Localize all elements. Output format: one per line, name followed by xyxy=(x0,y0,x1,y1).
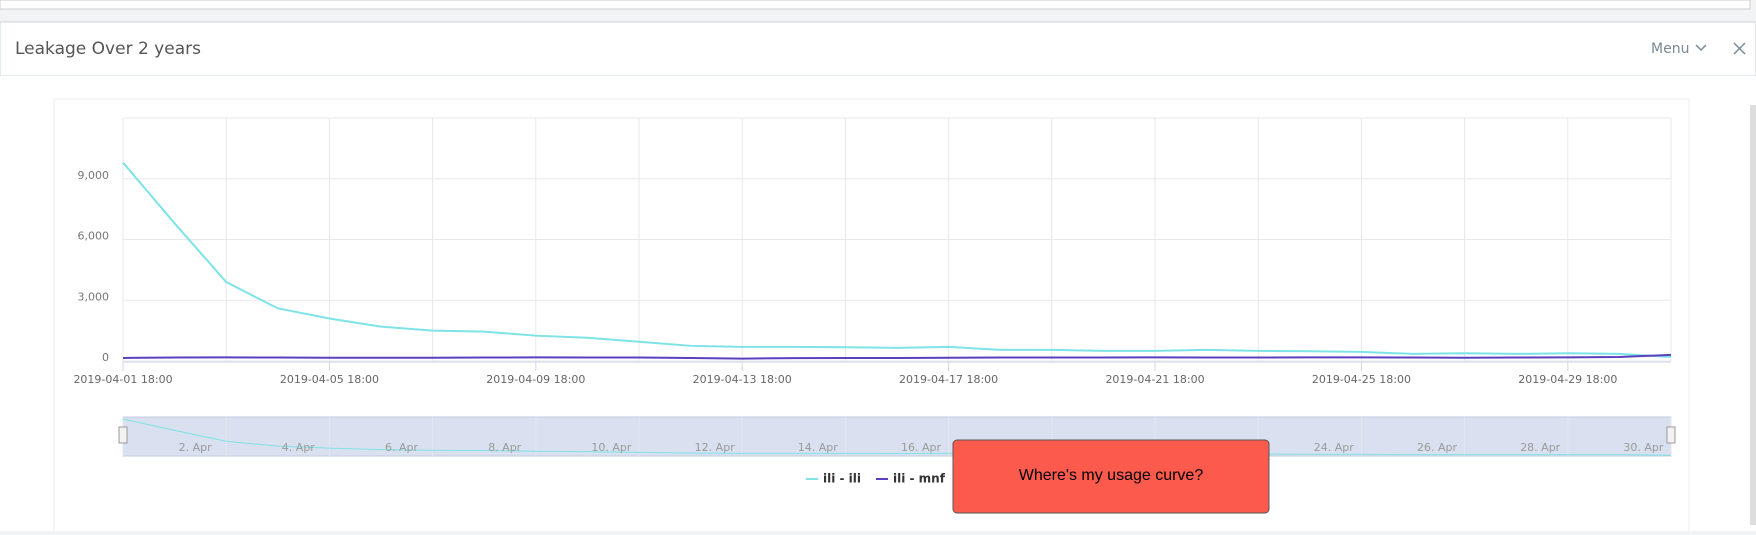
navigator-handle[interactable] xyxy=(118,426,128,444)
navigator-label: 28. Apr xyxy=(1520,441,1560,454)
y-tick-label: 3,000 xyxy=(78,290,110,303)
panel-title: Leakage Over 2 years xyxy=(15,39,201,59)
navigator-label: 6. Apr xyxy=(385,441,418,454)
series-line xyxy=(122,161,1672,358)
navigator-label: 12. Apr xyxy=(695,441,735,454)
navigator-label: 4. Apr xyxy=(282,441,315,454)
callout: Where's my usage curve? xyxy=(952,439,1270,514)
navigator-label: 14. Apr xyxy=(798,441,838,454)
chart: 0 3,000 6,000 9,000 2019-04-01 18:00 2019-04-… xyxy=(73,117,1676,486)
chart-card xyxy=(53,98,1690,535)
navigator-label: 8. Apr xyxy=(488,441,521,454)
navigator-label: 2. Apr xyxy=(179,441,212,454)
navigator-handle[interactable] xyxy=(1666,426,1676,444)
x-tick-label: 2019-04-13 18:00 xyxy=(693,373,792,386)
y-tick-label: 9,000 xyxy=(78,169,110,182)
navigator-label: 16. Apr xyxy=(901,441,941,454)
x-tick-label: 2019-04-29 18:00 xyxy=(1518,373,1617,386)
navigator-label: 26. Apr xyxy=(1417,441,1457,454)
panel-header xyxy=(0,21,1756,77)
menu-button[interactable]: Menu xyxy=(1651,41,1689,57)
menu-chevron[interactable] xyxy=(1695,44,1707,52)
top-panel xyxy=(0,0,1751,10)
x-tick-label: 2019-04-25 18:00 xyxy=(1312,373,1411,386)
x-tick-label: 2019-04-21 18:00 xyxy=(1105,373,1204,386)
series-line xyxy=(122,353,1672,360)
callout-text: Where's my usage curve? xyxy=(1019,467,1204,484)
navigator-label: 30. Apr xyxy=(1623,441,1663,454)
navigator-label: 24. Apr xyxy=(1314,441,1354,454)
callout-box xyxy=(952,439,1270,514)
navigator-line xyxy=(122,418,1672,456)
x-tick-label: 2019-04-05 18:00 xyxy=(280,373,379,386)
legend-label[interactable]: ili - ili xyxy=(823,472,861,486)
y-tick-label: 0 xyxy=(102,351,109,364)
close-button[interactable] xyxy=(1733,42,1746,55)
y-tick-label: 6,000 xyxy=(78,230,110,243)
x-tick-label: 2019-04-09 18:00 xyxy=(486,373,585,386)
navigator-label: 10. Apr xyxy=(591,441,631,454)
x-tick-label: 2019-04-17 18:00 xyxy=(899,373,998,386)
legend-label[interactable]: ili - mnf xyxy=(893,472,946,486)
scrollbar xyxy=(1750,105,1756,525)
x-tick-label: 2019-04-01 18:00 xyxy=(73,373,172,386)
